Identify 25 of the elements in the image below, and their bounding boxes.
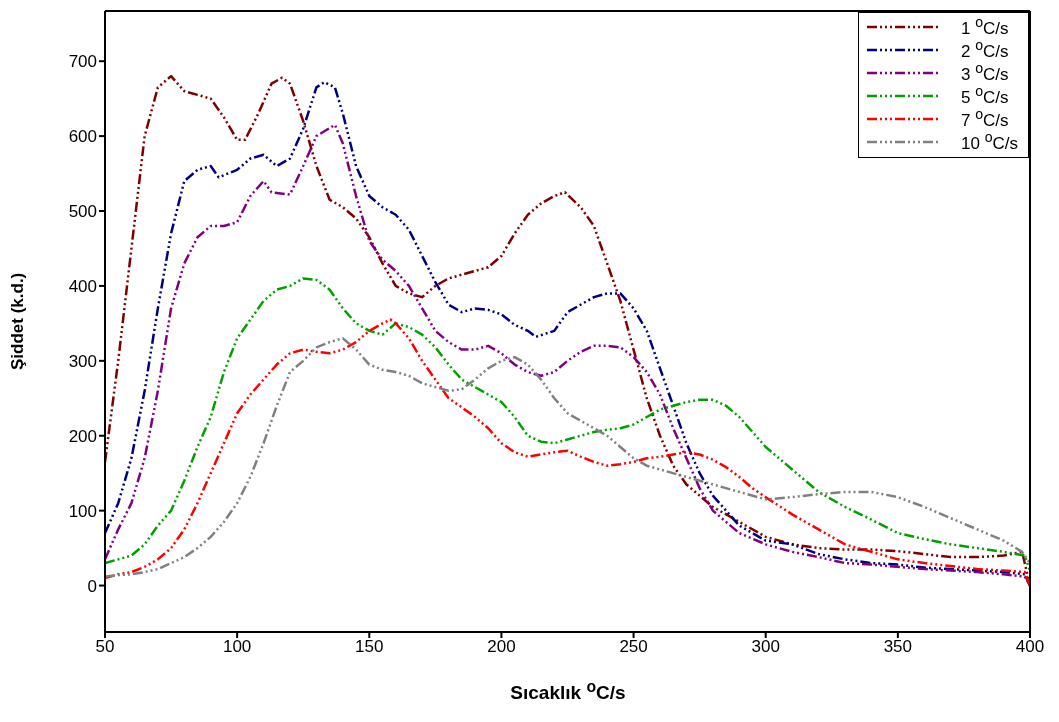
y-tick-label: 300: [68, 351, 97, 371]
y-tick-label: 0: [87, 576, 97, 596]
legend-label: 10 $^{o}$C/s: [960, 129, 1018, 154]
y-tick-label: 600: [68, 127, 97, 147]
x-tick-label: 350: [883, 637, 913, 657]
legend-label: 5 $^{o}$C/s: [960, 83, 1009, 108]
legend-label: 2 $^{o}$C/s: [960, 37, 1009, 62]
x-tick-label: 100: [222, 637, 252, 657]
x-tick-label: 200: [487, 637, 516, 657]
y-tick-label: 500: [68, 202, 97, 222]
legend-label: 3 $^{o}$C/s: [960, 60, 1009, 85]
x-tick-label: 150: [355, 637, 384, 657]
legend-label: 1 $^{o}$C/s: [960, 14, 1009, 39]
x-tick-label: 400: [1015, 637, 1045, 657]
y-tick-label: 100: [68, 501, 97, 521]
line-series: [105, 277, 1030, 572]
x-tick-label: 250: [619, 637, 648, 657]
x-tick-label: 300: [751, 637, 780, 657]
y-tick-label: 700: [68, 52, 97, 72]
y-tick-label: 200: [68, 426, 97, 446]
legend-label: 7 $^{o}$C/s: [960, 106, 1009, 131]
y-axis-title: Şiddet (k.d.): [8, 272, 28, 370]
x-axis-title: Sıcaklık $^{o}$C/s: [510, 678, 626, 704]
x-tick-label: 50: [95, 637, 115, 657]
y-tick-label: 400: [68, 276, 97, 296]
